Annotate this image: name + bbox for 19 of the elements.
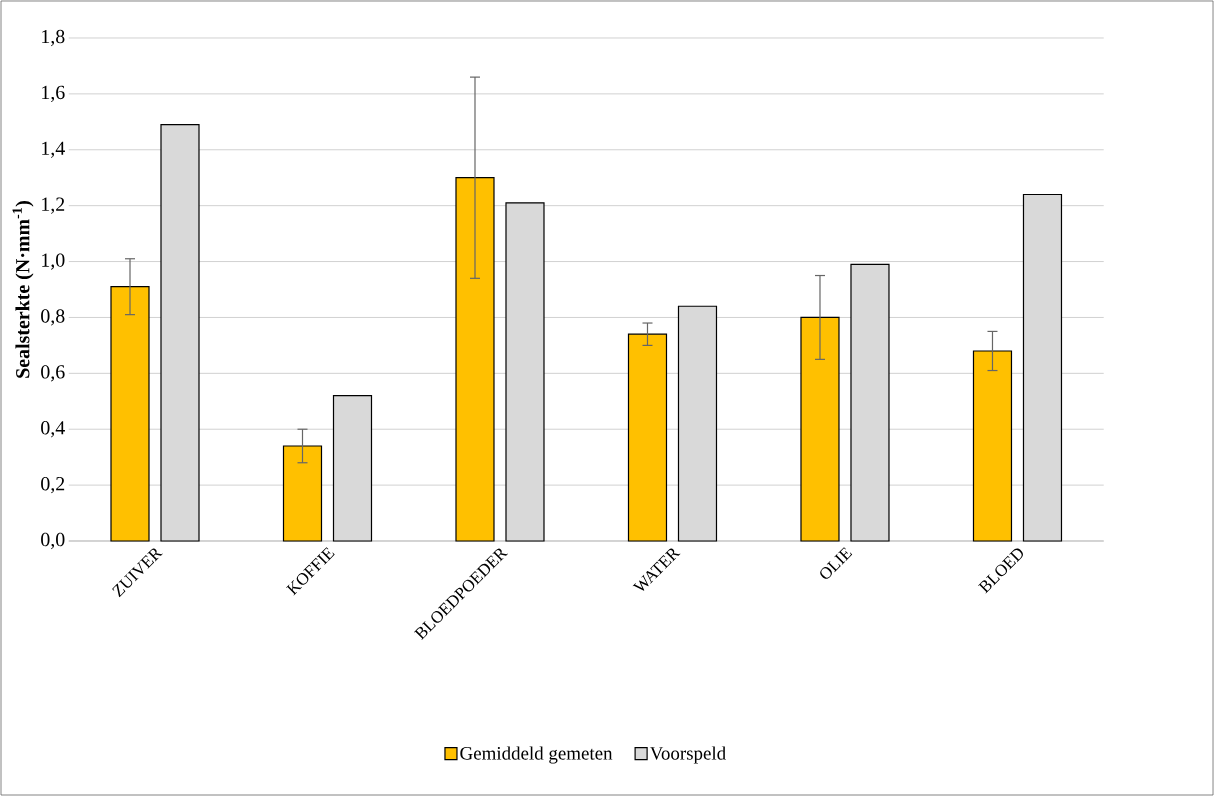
y-axis-title: Sealsterkte (N·mm$^{-1}$) xyxy=(12,201,34,378)
y-tick-label: 1,2 xyxy=(42,197,65,214)
bar xyxy=(282,445,323,542)
bar xyxy=(110,286,150,542)
y-tick-label: 1,4 xyxy=(42,141,65,158)
y-tick-label: 0,0 xyxy=(41,532,65,550)
legend-label: Voorspeld xyxy=(649,746,726,764)
y-tick-label: 0,4 xyxy=(41,421,65,438)
legend-label: Gemiddeld gemeten xyxy=(460,746,613,764)
bar xyxy=(627,333,668,542)
bar xyxy=(455,177,495,542)
y-tick-label: 1,6 xyxy=(42,85,65,103)
y-tick-label: 0,8 xyxy=(41,309,65,326)
y-tick-label: 1,0 xyxy=(42,253,65,270)
bar xyxy=(800,316,840,542)
y-tick-label: 1,8 xyxy=(42,29,65,47)
y-tick-label: 0,6 xyxy=(41,365,65,382)
y-tick-label: 0,2 xyxy=(41,476,65,494)
bar xyxy=(972,350,1013,542)
